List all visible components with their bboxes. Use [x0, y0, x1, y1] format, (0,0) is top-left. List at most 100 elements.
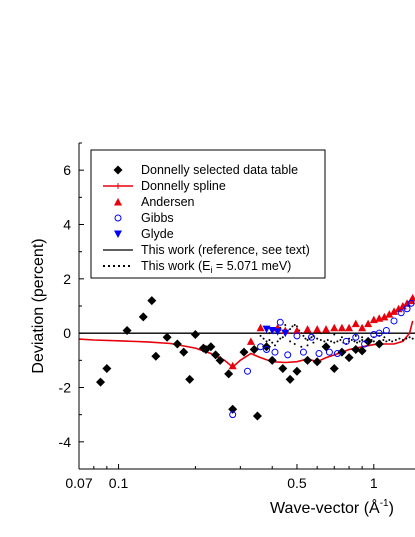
y-tick-label-2: 2	[63, 271, 71, 287]
series-donnelly-table	[96, 296, 384, 421]
point-gibbs-8	[299, 348, 307, 356]
point-glyde-0	[262, 325, 271, 334]
x-tick-label-0.5: 0.5	[287, 475, 307, 491]
point-gibbs-10	[315, 350, 323, 358]
point-this-work-ei-61	[300, 345, 303, 348]
point-andersen-0	[228, 361, 237, 370]
point-andersen-20	[394, 304, 403, 313]
legend-swatch-glyde	[114, 230, 122, 238]
point-donnelly-table-14	[211, 350, 221, 360]
point-gibbs-13	[342, 337, 350, 345]
point-this-work-ei-1	[262, 337, 265, 340]
legend-swatch-andersen	[114, 198, 122, 206]
point-this-work-ei-4	[271, 341, 274, 344]
legend-swatches	[103, 165, 133, 267]
point-andersen-6	[303, 325, 312, 333]
point-this-work-ei-25	[323, 340, 326, 343]
point-this-work-ei-63	[312, 341, 315, 344]
plot-content	[79, 293, 415, 421]
point-this-work-ei-29	[336, 340, 339, 343]
point-this-work-ei-46	[385, 340, 388, 343]
legend-entry-andersen: Andersen	[141, 195, 195, 209]
point-donnelly-table-32	[351, 344, 361, 354]
y-axis-title: Deviation (percent)	[30, 238, 47, 373]
y-tick-label--2: -2	[59, 380, 72, 396]
point-this-work-ei-64	[319, 332, 322, 335]
point-gibbs-20	[397, 309, 405, 317]
point-gibbs-14	[352, 333, 360, 341]
point-donnelly-table-6	[162, 332, 172, 342]
x-tick-label-0.1: 0.1	[109, 475, 129, 491]
point-andersen-22	[403, 299, 412, 307]
point-this-work-ei-59	[289, 340, 292, 343]
point-this-work-ei-27	[330, 340, 333, 343]
point-this-work-ei-66	[333, 333, 336, 336]
x-tick-label-1: 1	[370, 475, 378, 491]
point-donnelly-table-16	[224, 369, 234, 379]
point-andersen-13	[358, 323, 367, 332]
point-andersen-21	[398, 302, 407, 310]
point-this-work-ei-45	[382, 338, 385, 341]
point-andersen-2	[256, 323, 265, 332]
point-gibbs-17	[375, 329, 383, 337]
point-this-work-ei-58	[284, 324, 287, 327]
point-donnelly-table-25	[292, 366, 302, 376]
point-donnelly-table-17	[228, 404, 238, 414]
point-this-work-ei-54	[411, 337, 414, 340]
y-tick-label-4: 4	[63, 217, 71, 233]
point-this-work-ei-70	[361, 336, 364, 339]
point-this-work-ei-28	[333, 341, 336, 344]
point-this-work-ei-34	[350, 338, 353, 341]
point-gibbs-21	[403, 305, 411, 313]
point-gibbs-12	[333, 350, 341, 358]
point-donnelly-table-30	[337, 347, 347, 357]
point-donnelly-table-4	[147, 296, 157, 306]
point-donnelly-table-26	[303, 355, 313, 365]
point-donnelly-table-35	[374, 339, 384, 349]
point-this-work-ei-38	[361, 338, 364, 341]
x-tick-label-0.07: 0.07	[65, 475, 92, 491]
point-this-work-ei-67	[340, 336, 343, 339]
point-donnelly-table-13	[206, 342, 216, 352]
point-gibbs-1	[243, 367, 251, 375]
point-this-work-ei-8	[281, 336, 284, 339]
y-tick-label-6: 6	[63, 162, 71, 178]
series-andersen	[228, 293, 415, 370]
point-gibbs-9	[307, 333, 315, 341]
point-gibbs-18	[382, 326, 390, 334]
legend-entry-this-work-ei: This work (Ei = 5.071 meV)	[141, 259, 291, 275]
point-this-work-ei-47	[388, 338, 391, 341]
point-this-work-ei-23	[316, 337, 319, 340]
point-donnelly-table-2	[122, 325, 132, 335]
legend-entry-this-work-ref: This work (reference, see text)	[141, 243, 310, 257]
point-this-work-ei-42	[372, 340, 375, 343]
point-glyde-3	[281, 329, 290, 338]
point-glyde-2	[273, 328, 282, 336]
point-this-work-ei-48	[391, 340, 394, 343]
point-donnelly-table-10	[190, 330, 200, 340]
point-this-work-ei-21	[310, 336, 313, 339]
point-this-work-ei-5	[273, 344, 276, 347]
point-this-work-ei-11	[289, 328, 292, 331]
point-andersen-8	[322, 325, 331, 333]
point-this-work-ei-3	[268, 338, 271, 341]
point-this-work-ei-24	[319, 338, 322, 341]
point-donnelly-table-19	[249, 344, 259, 354]
point-donnelly-table-23	[278, 363, 288, 373]
point-this-work-ei-6	[276, 340, 279, 343]
point-this-work-ei-30	[339, 338, 342, 341]
point-donnelly-table-7	[172, 339, 182, 349]
x-axis-title: Wave-vector (Å-1)	[270, 498, 394, 517]
point-andersen-7	[313, 325, 322, 333]
legend-entry-donnelly-table: Donnelly selected data table	[141, 163, 298, 177]
legend-swatch-gibbs	[114, 214, 122, 222]
point-gibbs-6	[284, 351, 292, 359]
series-gibbs	[229, 299, 415, 419]
point-this-work-ei-0	[259, 334, 262, 337]
point-gibbs-2	[257, 343, 265, 351]
point-gibbs-19	[390, 317, 398, 325]
point-donnelly-table-31	[344, 353, 354, 363]
x-axis-title-sup: -1	[380, 498, 389, 509]
point-andersen-19	[390, 307, 399, 315]
point-gibbs-15	[361, 340, 369, 348]
